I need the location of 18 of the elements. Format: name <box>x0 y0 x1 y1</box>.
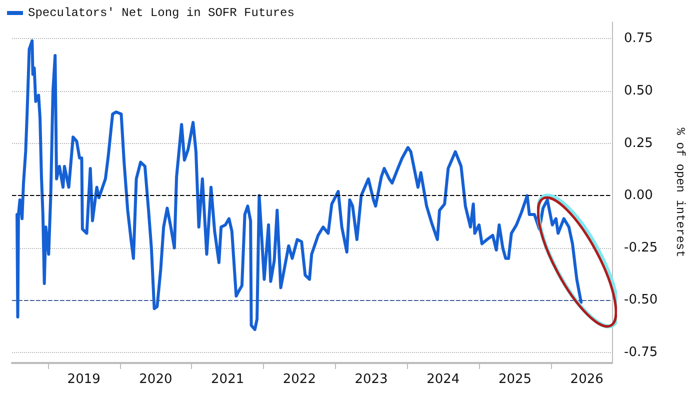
x-tick-label: 2023 <box>354 372 388 387</box>
x-tick-label: 2022 <box>282 372 316 387</box>
x-tick-label: 2024 <box>426 372 460 387</box>
y-tick-label: -0.75 <box>624 345 658 360</box>
x-tick-label: 2019 <box>67 372 100 387</box>
x-tick-label: 2025 <box>498 372 532 387</box>
x-tick-label: 2021 <box>211 372 244 387</box>
legend-label: Speculators' Net Long in SOFR Futures <box>28 6 294 20</box>
y-tick-label: -0.25 <box>624 240 658 256</box>
y-tick-label: 0.50 <box>624 84 653 99</box>
x-tick-label: 2026 <box>570 372 604 387</box>
y-tick-label: 0.00 <box>624 188 653 204</box>
y-tick-label: -0.50 <box>624 292 658 308</box>
y-tick-label: 0.75 <box>624 31 653 46</box>
y-tick-label: 0.25 <box>624 136 653 151</box>
line-series <box>16 39 583 332</box>
x-tick-label: 2020 <box>139 372 172 387</box>
y-axis-title: % of open interest <box>673 128 687 258</box>
